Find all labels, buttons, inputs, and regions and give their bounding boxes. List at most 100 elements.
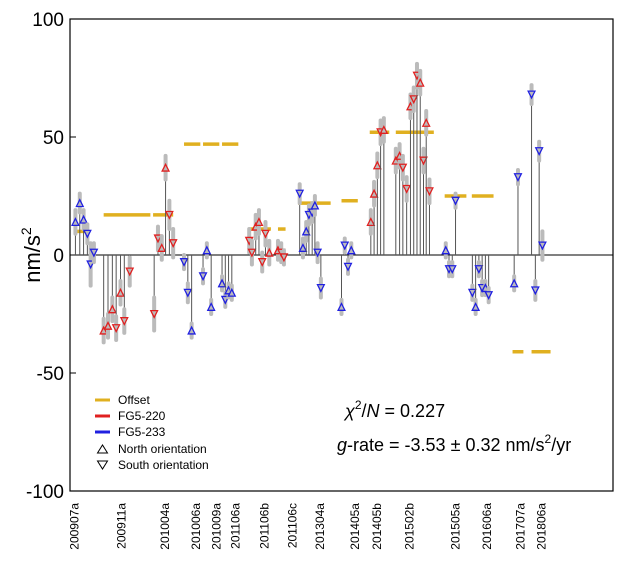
north-triangle-point — [107, 304, 117, 314]
north-triangle-point — [391, 155, 401, 165]
x-tick-label: 201405b — [370, 503, 384, 550]
legend-south-label: South orientation — [118, 458, 209, 472]
chi-value: = 0.227 — [385, 401, 446, 421]
north-triangle-point — [254, 217, 264, 227]
south-triangle-point — [261, 229, 270, 239]
legend-fg5-220-label: FG5-220 — [118, 409, 166, 423]
y-tick-label: -50 — [37, 364, 64, 385]
south-triangle-point — [82, 229, 92, 239]
south-triangle-point — [168, 239, 178, 249]
south-triangle-point — [527, 90, 537, 100]
north-triangle-point — [70, 217, 80, 227]
north-triangle-point — [301, 226, 311, 236]
north-triangle-point — [217, 278, 227, 288]
g-rate-text: -rate = -3.53 ± 0.32 nm/s — [347, 435, 544, 455]
south-triangle-point — [484, 291, 494, 300]
south-triangle-point — [86, 260, 96, 270]
y-tick-label: 100 — [32, 10, 64, 31]
south-triangle-point — [198, 272, 208, 282]
north-triangle-point — [264, 247, 274, 257]
south-triangle-point — [474, 265, 484, 275]
south-triangle-point — [409, 95, 419, 105]
north-triangle-point — [379, 125, 389, 134]
chi-slash: / — [362, 401, 367, 421]
north-triangle-point — [298, 243, 308, 252]
x-tick-label: 200907a — [67, 503, 81, 550]
chi-square-annotation: χ2/N = 0.227 — [343, 398, 445, 421]
south-triangle-point — [419, 156, 428, 166]
south-triangle-point — [295, 189, 305, 199]
legend-offset-label: Offset — [118, 393, 150, 407]
south-triangle-point — [467, 288, 477, 298]
north-triangle-point — [415, 77, 425, 87]
g-symbol: g — [337, 435, 347, 455]
north-triangle-point — [441, 245, 451, 255]
north-triangle-point — [161, 162, 171, 172]
north-triangle-point — [116, 287, 125, 297]
legend-north-label: North orientation — [118, 442, 207, 456]
north-triangle-point — [369, 188, 379, 198]
x-tick-label: 201502b — [402, 503, 416, 550]
south-triangle-point — [220, 295, 230, 305]
south-triangle-point — [89, 248, 99, 258]
x-tick-label: 201505a — [449, 503, 463, 550]
north-triangle-point — [99, 325, 109, 335]
south-triangle-point — [340, 241, 350, 251]
x-tick-label: 201004a — [158, 503, 172, 550]
south-triangle-point — [451, 196, 460, 206]
south-triangle-point — [316, 283, 326, 293]
legend-south-triangle-icon — [96, 460, 109, 470]
north-triangle-point — [509, 278, 519, 288]
x-tick-label: 201006a — [189, 503, 203, 550]
north-triangle-point — [372, 160, 382, 170]
g-rate-unit-tail: /yr — [551, 435, 571, 455]
x-tick-label: 201106a — [229, 503, 243, 549]
north-triangle-point — [206, 302, 216, 311]
south-triangle-point — [530, 286, 540, 296]
x-tick-label: 201304a — [313, 503, 327, 550]
north-triangle-point — [366, 217, 376, 227]
south-triangle-point — [153, 234, 163, 244]
south-triangle-point — [343, 262, 353, 272]
y-tick-label: -100 — [26, 482, 64, 503]
g-rate-annotation: g-rate = -3.53 ± 0.32 nm/s2/yr — [337, 432, 571, 455]
chi-n: N — [367, 401, 381, 421]
south-triangle-point — [247, 248, 257, 258]
y-axis-label-unit: nm/s — [20, 235, 45, 283]
south-triangle-point — [119, 317, 129, 326]
y-axis-label: nm/s2 — [18, 227, 45, 283]
x-tick-label: 201806a — [534, 503, 548, 550]
north-triangle-point — [337, 302, 346, 311]
x-tick-label: 201707a — [514, 503, 528, 550]
north-triangle-point — [79, 214, 89, 224]
chi-superscript: 2 — [355, 398, 362, 412]
south-triangle-point — [537, 241, 547, 251]
south-triangle-point — [513, 173, 523, 182]
y-axis-label-superscript: 2 — [18, 227, 34, 235]
x-tick-label: 201405a — [348, 503, 362, 550]
legend-fg5-233-label: FG5-233 — [118, 425, 166, 439]
south-triangle-point — [279, 253, 289, 263]
x-tick-label: 201106b — [257, 503, 271, 549]
south-triangle-point — [402, 184, 412, 194]
north-triangle-point — [346, 245, 356, 255]
south-triangle-point — [179, 258, 189, 267]
g-rate-superscript: 2 — [545, 432, 552, 446]
north-triangle-point — [103, 320, 113, 330]
south-triangle-point — [164, 210, 174, 220]
x-tick-label: 200911a — [115, 503, 129, 549]
north-triangle-point — [227, 287, 237, 297]
south-triangle-point — [425, 187, 434, 197]
x-tick-label: 201009a — [210, 503, 224, 550]
south-triangle-point — [149, 309, 159, 319]
south-triangle-point — [534, 147, 544, 157]
south-triangle-point — [111, 324, 121, 334]
x-tick-label: 201606a — [480, 503, 494, 550]
south-triangle-point — [447, 265, 457, 275]
plot-area: -100 -50 0 50 100 200907a 200911a 201004a 201006… — [26, 10, 614, 550]
south-triangle-point — [398, 163, 408, 173]
y-tick-label: 50 — [43, 128, 64, 149]
y-tick-label: 0 — [53, 246, 64, 267]
north-triangle-point — [157, 243, 167, 252]
